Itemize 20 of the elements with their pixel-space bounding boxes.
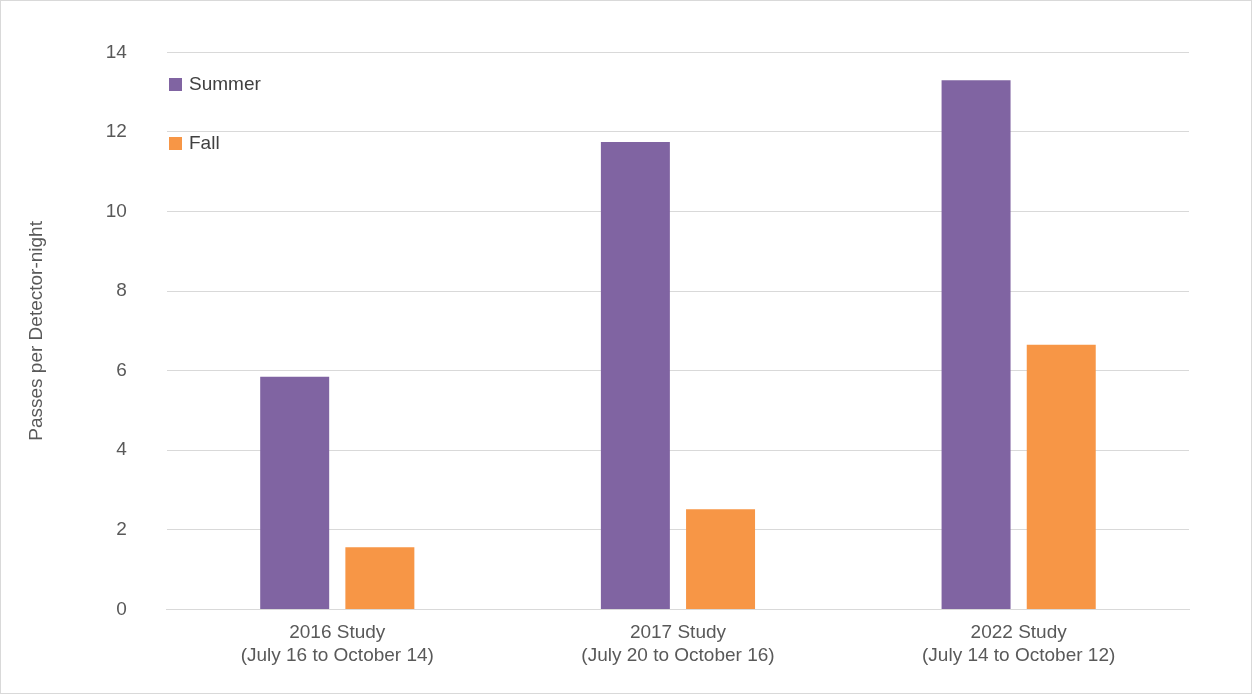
y-tick-label: 6	[116, 358, 127, 380]
y-tick-label: 4	[116, 438, 128, 460]
bar	[345, 547, 415, 609]
legend-label: Fall	[189, 132, 220, 154]
bar	[941, 80, 1011, 609]
legend-label: Summer	[189, 73, 261, 95]
bar	[1026, 344, 1096, 609]
bar	[600, 141, 670, 609]
y-tick-label: 14	[105, 40, 128, 62]
x-tick-label: 2017 Study (July 20 to October 16)	[581, 621, 775, 665]
x-tick-label: 2022 Study (July 14 to October 12)	[922, 621, 1116, 665]
y-axis-title: Passes per Detector-night	[24, 220, 46, 441]
y-tick-label: 12	[105, 120, 127, 142]
x-tick-label: 2016 Study (July 16 to October 14)	[240, 621, 434, 665]
y-tick-label: 10	[105, 199, 127, 221]
y-tick-label: 8	[116, 279, 127, 301]
y-tick-label: 2	[116, 518, 127, 540]
y-tick-label: 0	[116, 597, 127, 619]
bar	[686, 509, 756, 609]
bar	[260, 376, 330, 609]
